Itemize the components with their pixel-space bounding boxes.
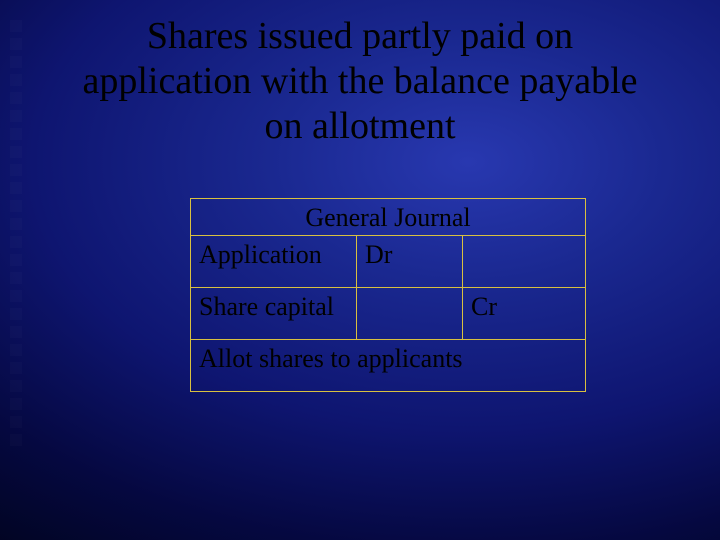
journal-header: General Journal <box>191 199 585 235</box>
decorative-bullet <box>10 218 22 230</box>
decorative-bullet <box>10 344 22 356</box>
cell-account: Application <box>191 236 357 287</box>
decorative-bullet <box>10 416 22 428</box>
general-journal-table: General Journal Application Dr Share cap… <box>190 198 586 392</box>
journal-note: Allot shares to applicants <box>191 339 585 391</box>
cell-dr <box>357 288 463 339</box>
decorative-bullet <box>10 398 22 410</box>
decorative-bullet <box>10 164 22 176</box>
decorative-bullet <box>10 308 22 320</box>
decorative-bullet <box>10 290 22 302</box>
slide-title: Shares issued partly paid on application… <box>0 14 720 148</box>
decorative-bullet <box>10 254 22 266</box>
decorative-bullet <box>10 236 22 248</box>
decorative-bullet <box>10 326 22 338</box>
cell-account: Share capital <box>191 288 357 339</box>
decorative-bullet <box>10 272 22 284</box>
decorative-bullet <box>10 362 22 374</box>
decorative-bullet <box>10 182 22 194</box>
cell-cr: Cr <box>463 288 585 339</box>
cell-dr: Dr <box>357 236 463 287</box>
table-row: Share capital Cr <box>191 287 585 339</box>
table-row: Application Dr <box>191 235 585 287</box>
decorative-bullet <box>10 380 22 392</box>
decorative-bullet <box>10 434 22 446</box>
cell-cr <box>463 236 585 287</box>
decorative-bullet <box>10 200 22 212</box>
